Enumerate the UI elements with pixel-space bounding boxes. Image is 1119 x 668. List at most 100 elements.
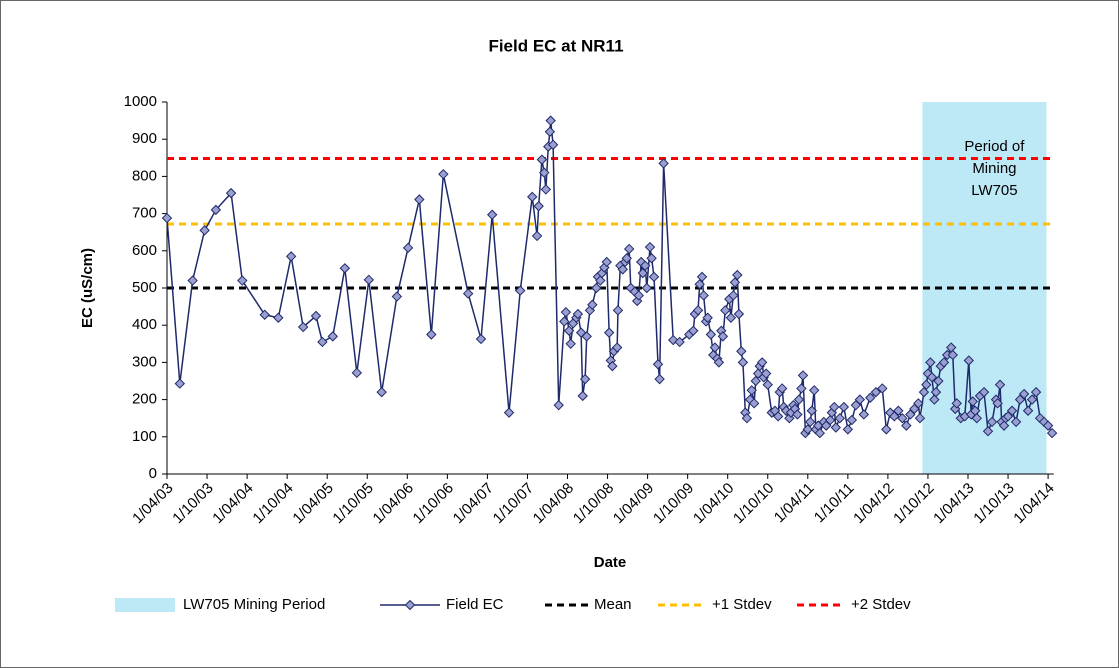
- data-point: [553, 399, 564, 411]
- data-point: [971, 412, 983, 424]
- data-point: [709, 342, 721, 353]
- data-point: [210, 204, 222, 216]
- data-point: [938, 357, 950, 368]
- data-point: [732, 269, 743, 281]
- data-point: [729, 277, 741, 288]
- data-point: [750, 375, 761, 387]
- data-point: [772, 411, 784, 422]
- data-point: [579, 373, 591, 385]
- y-tick-label: 100: [132, 428, 157, 445]
- y-tick-label: 700: [132, 205, 157, 222]
- data-point: [897, 412, 908, 424]
- data-point: [982, 426, 994, 437]
- y-axis-title: EC (uS/cm): [79, 248, 96, 328]
- y-tick-label: 200: [132, 391, 157, 408]
- data-point: [560, 306, 572, 318]
- data-point: [1026, 394, 1038, 405]
- data-point: [674, 336, 685, 348]
- legend-swatch: [404, 599, 416, 611]
- data-point: [273, 312, 284, 323]
- data-point: [199, 225, 210, 236]
- data-point: [475, 333, 487, 345]
- data-point: [486, 209, 498, 220]
- data-point: [187, 275, 198, 286]
- data-point: [713, 357, 725, 368]
- data-point: [544, 126, 556, 137]
- data-point: [829, 401, 840, 413]
- data-point: [913, 398, 924, 409]
- data-point: [617, 264, 628, 275]
- y-tick-label: 400: [132, 316, 157, 333]
- data-point: [565, 338, 576, 350]
- data-point: [838, 401, 850, 413]
- data-point: [527, 191, 538, 203]
- data-point: [930, 386, 942, 398]
- data-point: [992, 398, 1003, 409]
- data-point: [733, 308, 745, 320]
- data-point: [834, 412, 846, 424]
- data-point: [317, 336, 328, 348]
- data-point: [1022, 405, 1034, 416]
- data-point: [591, 282, 602, 294]
- data-point: [796, 383, 807, 394]
- data-point: [854, 394, 866, 405]
- data-point: [547, 139, 559, 150]
- data-point: [901, 420, 912, 431]
- data-point: [327, 331, 339, 342]
- data-point: [1018, 388, 1030, 400]
- data-point: [881, 424, 892, 435]
- data-point: [705, 329, 717, 340]
- data-point: [1010, 416, 1022, 428]
- legend-label: Field EC: [446, 596, 504, 613]
- data-point: [893, 405, 904, 416]
- data-point: [842, 424, 854, 435]
- data-point: [986, 416, 998, 428]
- data-point: [967, 396, 979, 407]
- data-point: [846, 414, 858, 426]
- data-point: [639, 260, 651, 271]
- data-point: [559, 316, 570, 327]
- data-point: [728, 290, 739, 301]
- data-point: [503, 407, 515, 418]
- data-point: [587, 299, 598, 310]
- shade-label: Period of: [964, 138, 1025, 155]
- data-point: [363, 274, 375, 286]
- data-point: [174, 378, 186, 389]
- data-point: [391, 291, 403, 302]
- data-point: [926, 372, 938, 383]
- data-point: [756, 357, 768, 368]
- y-tick-label: 300: [132, 353, 157, 370]
- shade-label: Mining: [972, 160, 1016, 177]
- data-point: [806, 405, 818, 416]
- shade-label: LW705: [971, 182, 1017, 199]
- x-axis-title: Date: [594, 554, 627, 571]
- data-point: [572, 308, 584, 320]
- data-point: [531, 230, 543, 242]
- data-point: [426, 329, 437, 340]
- data-point: [339, 263, 351, 274]
- data-point: [515, 285, 526, 296]
- data-point: [1030, 386, 1042, 398]
- y-tick-label: 900: [132, 130, 157, 147]
- data-point: [1006, 405, 1018, 416]
- y-tick-label: 1000: [124, 93, 157, 110]
- data-point: [351, 367, 363, 379]
- data-point: [297, 321, 309, 333]
- data-point: [654, 373, 665, 385]
- data-point: [611, 342, 623, 353]
- data-point: [947, 349, 958, 361]
- y-tick-label: 600: [132, 242, 157, 259]
- data-point: [658, 158, 669, 169]
- data-point: [414, 194, 425, 205]
- data-point: [741, 412, 753, 424]
- data-point: [688, 325, 699, 336]
- data-point: [402, 242, 414, 254]
- data-point: [540, 184, 552, 195]
- data-point: [929, 394, 940, 405]
- legend-label: Mean: [594, 596, 632, 613]
- data-point: [621, 253, 632, 264]
- y-tick-label: 500: [132, 279, 157, 296]
- data-point: [539, 167, 550, 178]
- data-point: [225, 187, 237, 199]
